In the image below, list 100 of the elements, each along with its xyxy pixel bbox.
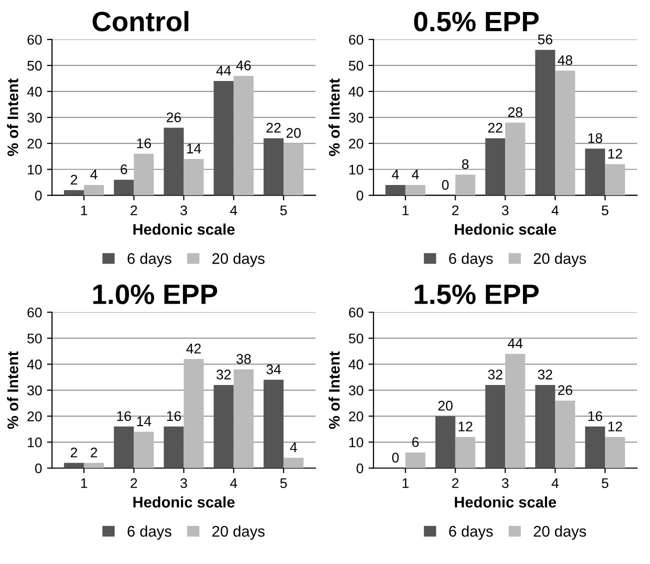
y-tick-label: 60 (28, 34, 42, 45)
legend-label: 20 days (212, 252, 265, 267)
data-label: 44 (508, 338, 523, 348)
data-label: 32 (488, 370, 502, 380)
x-tick-label: 5 (602, 206, 608, 216)
bar (84, 462, 104, 468)
data-label: 6 (412, 437, 419, 448)
data-label: 16 (588, 411, 602, 422)
y-tick-label: 20 (28, 138, 42, 149)
y-tick-label: 30 (27, 112, 42, 123)
x-tick-label: 3 (180, 478, 188, 488)
data-label: 4 (290, 442, 298, 452)
data-label: 28 (508, 107, 522, 118)
y-tick-label: 20 (28, 412, 42, 422)
bar (264, 380, 284, 468)
bar (234, 369, 254, 468)
chart-title: 1.0% EPP (93, 284, 218, 304)
bar (535, 384, 556, 468)
chart-title: Control (92, 11, 188, 32)
legend-label: 20 days (212, 526, 265, 540)
bar (585, 426, 606, 468)
x-tick-label: 2 (452, 478, 458, 488)
bar (234, 76, 254, 196)
y-axis-title: % of Intent (7, 351, 18, 429)
bar (455, 436, 476, 468)
x-tick-label: 2 (130, 205, 138, 216)
bar (435, 416, 456, 468)
x-tick-label: 3 (180, 205, 188, 216)
y-tick-label: 60 (349, 34, 364, 45)
bar (184, 359, 204, 468)
y-tick-label: 20 (349, 412, 364, 422)
y-tick-label: 10 (28, 164, 42, 175)
data-label: 56 (538, 34, 552, 44)
data-label: 16 (117, 411, 131, 422)
data-label: 34 (266, 364, 281, 374)
y-tick-label: 0 (356, 463, 364, 474)
chart-title: 1.5% EPP (414, 284, 539, 304)
data-label: 38 (236, 354, 251, 364)
bar (264, 138, 284, 196)
x-tick-label: 5 (280, 206, 287, 216)
y-tick-label: 20 (349, 138, 364, 149)
x-axis-title: Hedonic scale (133, 224, 235, 235)
bar (84, 184, 104, 196)
data-label: 4 (90, 170, 98, 180)
bar (555, 70, 576, 196)
data-label: 0 (392, 452, 399, 463)
data-label: 20 (286, 128, 301, 138)
x-tick-label: 5 (602, 478, 608, 488)
data-label: 12 (608, 148, 622, 159)
data-label: 20 (438, 400, 453, 411)
data-label: 4 (412, 170, 419, 180)
data-label: 14 (187, 144, 202, 154)
y-axis-title: % of Intent (328, 351, 340, 429)
x-tick-label: 1 (402, 206, 409, 216)
x-tick-label: 5 (280, 478, 287, 488)
bar (134, 432, 154, 468)
y-tick-label: 60 (349, 308, 364, 318)
data-label: 2 (70, 174, 78, 184)
data-label: 8 (462, 159, 469, 170)
data-label: 26 (558, 385, 572, 396)
y-tick-label: 40 (348, 86, 364, 97)
bar (214, 81, 234, 196)
data-label: 22 (266, 122, 281, 133)
data-label: 6 (120, 164, 128, 174)
y-tick-label: 60 (28, 308, 42, 318)
y-tick-label: 30 (348, 386, 364, 396)
legend-label: 20 days (534, 252, 586, 267)
bar (114, 180, 134, 196)
data-label: 46 (236, 60, 251, 70)
data-label: 2 (70, 448, 78, 458)
legend-label: 6 days (128, 526, 172, 540)
x-tick-label: 4 (552, 478, 559, 488)
data-label: 18 (588, 133, 602, 144)
x-tick-label: 1 (402, 478, 409, 488)
data-label: 16 (167, 411, 181, 422)
data-label: 12 (458, 422, 472, 432)
y-tick-label: 10 (28, 437, 42, 448)
bar (114, 426, 134, 468)
y-axis-title: % of Intent (328, 78, 340, 156)
bar (214, 384, 234, 468)
legend-label: 6 days (449, 252, 493, 267)
data-label: 2 (90, 448, 98, 458)
y-tick-label: 0 (35, 190, 42, 201)
y-tick-label: 10 (349, 164, 364, 175)
bar (134, 154, 154, 196)
data-label: 32 (216, 370, 231, 380)
bar (485, 138, 506, 196)
legend-label: 6 days (449, 526, 493, 540)
bar (385, 184, 406, 196)
y-tick-label: 0 (35, 463, 42, 474)
data-label: 32 (538, 370, 552, 380)
x-tick-label: 4 (230, 206, 238, 216)
x-tick-label: 1 (81, 478, 88, 488)
bar (455, 174, 476, 196)
bar (505, 354, 526, 468)
y-tick-label: 50 (27, 60, 42, 71)
legend-label: 20 days (534, 526, 586, 540)
chart-title: 0.5% EPP (414, 12, 539, 32)
x-tick-label: 1 (81, 206, 88, 216)
x-axis-title: Hedonic scale (454, 224, 556, 235)
